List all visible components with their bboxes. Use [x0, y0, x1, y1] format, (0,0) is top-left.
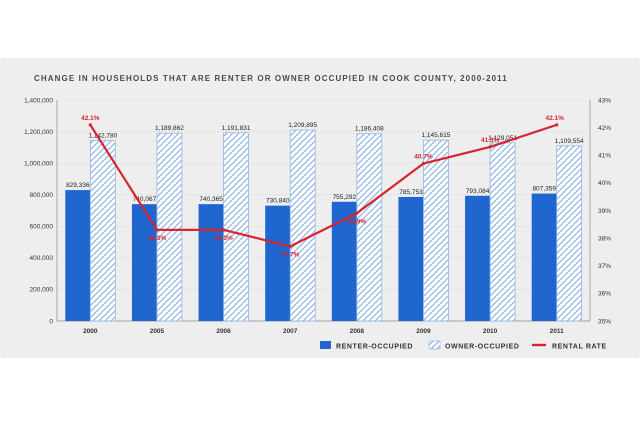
x-tick-label: 2006	[216, 328, 231, 335]
owner-bar	[223, 132, 249, 322]
renter-bar	[198, 204, 224, 321]
legend-owner-label: OWNER-OCCUPIED	[445, 344, 520, 351]
renter-value-label: 730,840	[266, 198, 290, 205]
owner-value-label: 1,209,895	[288, 122, 317, 129]
x-tick-label: 2008	[350, 328, 365, 335]
y-tick-label: 1,400,000	[24, 97, 53, 104]
y2-tick-label: 41%	[598, 153, 611, 160]
y2-tick-label: 42%	[598, 125, 611, 132]
y-tick-label: 800,000	[30, 192, 54, 199]
owner-value-label: 1,145,615	[421, 132, 450, 139]
owner-bar	[289, 129, 316, 322]
renter-bar	[131, 204, 157, 321]
owner-value-label: 1,186,408	[355, 126, 384, 133]
renter-value-label: 807,359	[532, 186, 556, 193]
rental-rate-label: 41.3%	[481, 137, 500, 144]
owner-value-label: 1,191,831	[222, 125, 251, 132]
rental-rate-label: 38.3%	[148, 235, 167, 242]
renter-value-label: 793,084	[466, 188, 490, 195]
rental-rate-point	[288, 244, 292, 249]
y2-tick-label: 36%	[598, 291, 611, 298]
rental-rate-label: 38.3%	[214, 235, 233, 242]
owner-value-label: 1,142,780	[88, 133, 117, 140]
renter-bar	[465, 195, 491, 321]
owner-bar	[556, 145, 583, 322]
owner-value-label: 1,189,862	[155, 125, 184, 132]
rental-rate-point	[421, 161, 426, 166]
y2-tick-label: 37%	[598, 263, 611, 270]
y2-tick-label: 38%	[598, 235, 611, 242]
legend-renter-label: RENTER-OCCUPIED	[336, 344, 413, 351]
y2-tick-label: 39%	[598, 208, 611, 215]
rental-rate-point	[488, 145, 492, 149]
rental-rate-point	[355, 211, 359, 215]
owner-bar	[156, 132, 183, 322]
renter-value-label: 740,365	[199, 196, 223, 203]
rental-rate-label: 42.1%	[81, 115, 100, 122]
y-tick-label: 200,000	[30, 287, 54, 294]
legend-renter-swatch	[320, 341, 331, 349]
x-tick-label: 2010	[483, 328, 498, 335]
y-tick-label: 0	[49, 318, 53, 325]
renter-bar	[65, 190, 91, 321]
legend-rate-label: RENTAL RATE	[552, 344, 607, 351]
rental-rate-point	[88, 123, 92, 127]
rental-rate-point	[221, 228, 226, 232]
y-tick-label: 400,000	[30, 255, 54, 262]
rental-rate-line	[89, 123, 558, 248]
renter-bar	[398, 196, 424, 321]
renter-bar	[331, 201, 357, 321]
rental-rate-label: 40.7%	[414, 154, 433, 161]
y2-tick-label: 35%	[598, 318, 611, 325]
y2-tick-label: 40%	[598, 180, 611, 187]
x-tick-label: 2000	[83, 328, 98, 335]
renter-value-label: 829,336	[66, 182, 90, 189]
x-tick-label: 2005	[150, 328, 165, 335]
renter-value-label: 755,292	[333, 194, 357, 201]
owner-value-label: 1,109,554	[555, 138, 584, 145]
renter-bar	[531, 193, 557, 321]
x-tick-label: 2011	[550, 328, 564, 335]
owner-value-label: 1,129,051	[488, 135, 517, 142]
rental-rate-label: 38.9%	[348, 218, 367, 225]
renter-value-label: 740,067	[133, 196, 157, 203]
owner-bar	[423, 139, 449, 322]
rental-rate-label: 37.7%	[281, 251, 300, 258]
x-tick-label: 2009	[416, 328, 431, 335]
y-tick-label: 600,000	[30, 224, 54, 231]
y-tick-label: 1,000,000	[24, 160, 53, 167]
renter-bar	[265, 205, 291, 321]
rental-rate-point	[555, 123, 559, 127]
legend-owner-swatch	[428, 340, 441, 350]
rental-rate-point	[155, 228, 159, 232]
y-tick-label: 1,200,000	[24, 129, 53, 136]
rental-rate-label: 42.1%	[545, 115, 564, 122]
renter-value-label: 785,753	[399, 189, 423, 196]
y2-tick-label: 43%	[598, 97, 611, 104]
owner-bar	[89, 140, 116, 322]
owner-bar	[489, 142, 516, 322]
chart-title: CHANGE IN HOUSEHOLDS THAT ARE RENTER OR …	[34, 74, 508, 83]
owner-bar	[356, 133, 383, 322]
x-tick-label: 2007	[283, 328, 298, 335]
